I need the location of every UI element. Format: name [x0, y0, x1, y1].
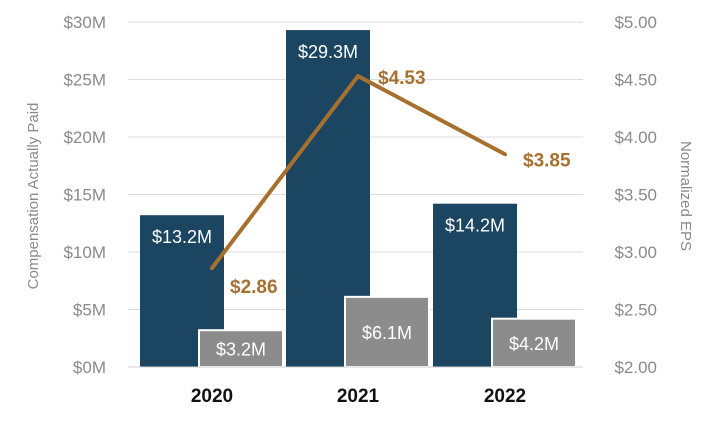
y-tick-label: $15M: [63, 186, 106, 205]
eps-line: [210, 74, 507, 271]
bar-secondary-label: $6.1M: [362, 323, 412, 343]
x-tick-label: 2021: [337, 386, 380, 407]
eps-data-label: $2.86: [230, 277, 278, 298]
bar-secondary-label: $4.2M: [509, 334, 559, 354]
bar-secondary-label: $3.2M: [216, 340, 266, 360]
y2-tick-label: $3.50: [614, 186, 657, 205]
bar-secondary: [198, 329, 284, 369]
y-tick-label: $5M: [73, 301, 106, 320]
y2-tick-label: $2.00: [614, 358, 657, 377]
y-tick-label: $25M: [63, 71, 106, 90]
y2-axis-title: Normalized EPS: [677, 141, 694, 251]
y2-tick-label: $4.50: [614, 71, 657, 90]
y-tick-label: $30M: [63, 13, 106, 32]
bar-primary-label: $29.3M: [298, 42, 358, 62]
x-tick-label: 2022: [484, 386, 526, 407]
eps-data-label: $3.85: [523, 150, 571, 171]
y2-tick-label: $3.00: [614, 243, 657, 262]
y-axis-title: Compensation Actually Paid: [25, 103, 42, 290]
y2-tick-label: $5.00: [614, 13, 657, 32]
bar-primary-label: $13.2M: [152, 227, 212, 247]
x-tick-label: 2020: [191, 386, 233, 407]
y-tick-label: $0M: [73, 358, 106, 377]
y-tick-label: $10M: [63, 243, 106, 262]
eps-data-label: $4.53: [378, 68, 426, 89]
y-tick-label: $20M: [63, 128, 106, 147]
bar-primary-label: $14.2M: [445, 216, 505, 236]
y2-tick-label: $2.50: [614, 301, 657, 320]
y2-tick-label: $4.00: [614, 128, 657, 147]
